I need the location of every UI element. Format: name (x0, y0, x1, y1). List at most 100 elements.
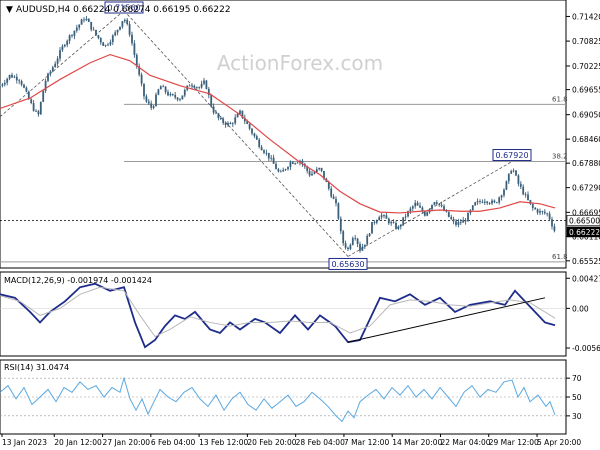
candle-body (119, 26, 121, 30)
candle-body (536, 209, 539, 213)
swing-label: 0.67920 (492, 149, 532, 162)
y-tick-label: 70 (572, 374, 582, 383)
main-panel-frame (0, 0, 567, 269)
candle-body (227, 123, 229, 126)
candle-body (114, 32, 117, 36)
candle-body (37, 111, 40, 115)
candle-body (248, 123, 251, 129)
candle-body (167, 92, 169, 96)
candle-body (339, 218, 342, 232)
y-tick-label: 0.67880 (572, 159, 600, 168)
candle-body (359, 244, 361, 251)
price-box: 0.66222 (566, 226, 600, 238)
candle-body (407, 211, 409, 217)
candle-body (342, 231, 345, 244)
candle-body (433, 202, 436, 205)
candles (0, 15, 556, 253)
candle-body (75, 27, 78, 31)
main-y-axis: 0.71420 0.70825 0.70225 0.69655 0.69050 0.684… (566, 12, 600, 266)
candle-body (390, 222, 393, 224)
candle-body (387, 218, 390, 224)
candle-body (455, 221, 457, 225)
candle-body (296, 162, 299, 164)
candle-body (27, 91, 30, 100)
candle-body (291, 162, 294, 164)
candle-body (481, 201, 484, 203)
candle-body (138, 66, 141, 75)
candle-body (0, 85, 1, 87)
candle-body (375, 220, 378, 223)
candle-body (126, 19, 129, 25)
level-label: 38.2 (552, 153, 568, 161)
candle-body (73, 30, 76, 36)
candle-body (385, 215, 388, 219)
candle-body (397, 226, 400, 229)
y-tick-label: 0.70225 (572, 62, 600, 71)
candle-body (553, 226, 556, 231)
candle-body (135, 54, 138, 67)
fib-levels: 61.8 38.2 61.8 (0, 95, 568, 263)
candle-body (99, 38, 102, 43)
candle-body (284, 169, 287, 170)
candle-body (505, 181, 508, 190)
candle-body (171, 94, 174, 95)
ma-line (0, 53, 556, 214)
candle-body (239, 110, 241, 114)
candle-body (378, 217, 381, 221)
candle-body (198, 87, 201, 88)
candle-body (179, 99, 181, 101)
candle-body (498, 197, 501, 203)
candle-body (217, 113, 220, 118)
watermark: ActionForex.com (217, 51, 383, 75)
x-tick-label: 13 Feb 12:00 (199, 438, 248, 447)
candle-body (107, 44, 109, 46)
y-tick-label: 50 (572, 393, 582, 402)
dashed-channel (0, 10, 513, 257)
candle-body (315, 169, 318, 173)
price-box-rect (566, 226, 600, 238)
y-tick-label: 0.69050 (572, 111, 600, 120)
candle-body (380, 215, 383, 218)
candle-body (87, 18, 90, 22)
candle-body (222, 118, 225, 124)
candle-body (210, 95, 213, 107)
candle-body (174, 94, 177, 98)
candle-body (464, 220, 467, 222)
candle-body (476, 201, 479, 203)
rsi-line (0, 376, 556, 423)
candle-body (68, 35, 71, 41)
candle-body (224, 123, 227, 126)
candle-body (275, 163, 277, 170)
candle-body (282, 169, 285, 172)
macd-trendline (347, 297, 546, 343)
candle-body (445, 210, 448, 212)
candle-body (23, 84, 25, 88)
y-tick-label: 0.71420 (572, 12, 600, 21)
candle-body (423, 211, 426, 216)
main-panel: ActionForex.com 61.8 38.2 61.8 0.71560 0.67… (0, 0, 600, 270)
candle-body (447, 211, 450, 217)
swing-label: 0.71560 (104, 1, 144, 14)
candle-body (471, 205, 474, 211)
candle-body (539, 211, 541, 213)
candle-body (121, 21, 124, 27)
candle-body (323, 170, 325, 179)
candle-body (85, 18, 88, 21)
candle-body (435, 202, 438, 204)
candle-body (395, 222, 397, 229)
candle-body (462, 220, 465, 223)
moving-average (0, 53, 556, 214)
candle-body (416, 202, 419, 206)
candle-body (131, 34, 133, 44)
signal-line (0, 286, 556, 338)
candle-body (143, 83, 145, 97)
candle-body (507, 173, 510, 182)
x-tick-label: 22 Mar 04:00 (440, 438, 490, 447)
candle-body (493, 200, 496, 203)
candle-body (215, 112, 217, 114)
y-tick-label: -0.005635 (572, 344, 600, 353)
candle-body (251, 128, 253, 134)
candle-body (59, 50, 61, 59)
candle-body (253, 133, 256, 137)
